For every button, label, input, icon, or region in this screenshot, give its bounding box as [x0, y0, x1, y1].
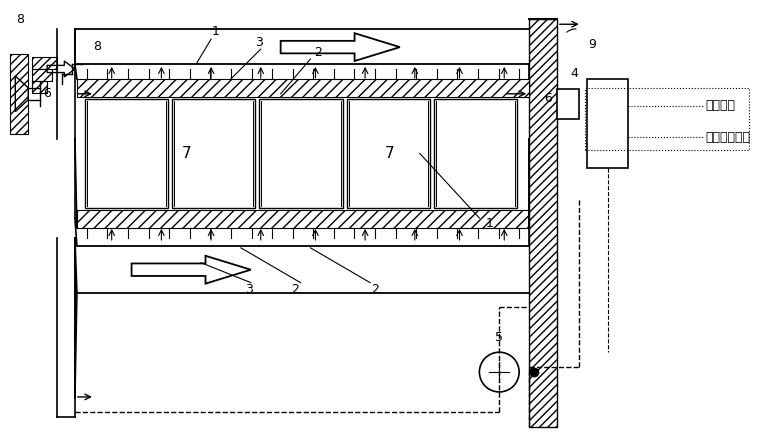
Bar — [259, 99, 343, 208]
Text: 7: 7 — [182, 146, 191, 161]
Text: 3: 3 — [245, 283, 253, 296]
Bar — [587, 79, 628, 168]
Bar — [584, 88, 749, 151]
Text: 5: 5 — [495, 331, 503, 344]
Bar — [434, 99, 517, 208]
Bar — [77, 210, 529, 228]
Text: 1: 1 — [212, 25, 220, 38]
Bar — [10, 54, 28, 134]
Bar — [85, 99, 168, 208]
Text: 8: 8 — [16, 13, 25, 26]
Text: 7: 7 — [385, 146, 395, 161]
Text: 储能系统: 储能系统 — [705, 99, 735, 112]
Text: 2: 2 — [314, 46, 322, 59]
Text: 4: 4 — [571, 68, 579, 81]
Text: 8: 8 — [93, 39, 100, 52]
Text: 9: 9 — [588, 38, 596, 51]
Bar — [77, 79, 529, 97]
Text: 2: 2 — [291, 283, 299, 296]
Text: 1: 1 — [486, 216, 493, 229]
Text: 6: 6 — [43, 87, 51, 100]
Text: 6: 6 — [544, 92, 552, 105]
Bar — [557, 89, 579, 119]
Text: 3: 3 — [255, 36, 263, 49]
Bar — [172, 99, 255, 208]
Text: 2: 2 — [371, 283, 379, 296]
Bar — [32, 57, 57, 69]
Bar — [32, 69, 52, 81]
Bar — [32, 81, 47, 93]
Text: 温差发电电源: 温差发电电源 — [705, 130, 750, 143]
Bar — [529, 19, 557, 427]
Bar — [347, 99, 430, 208]
